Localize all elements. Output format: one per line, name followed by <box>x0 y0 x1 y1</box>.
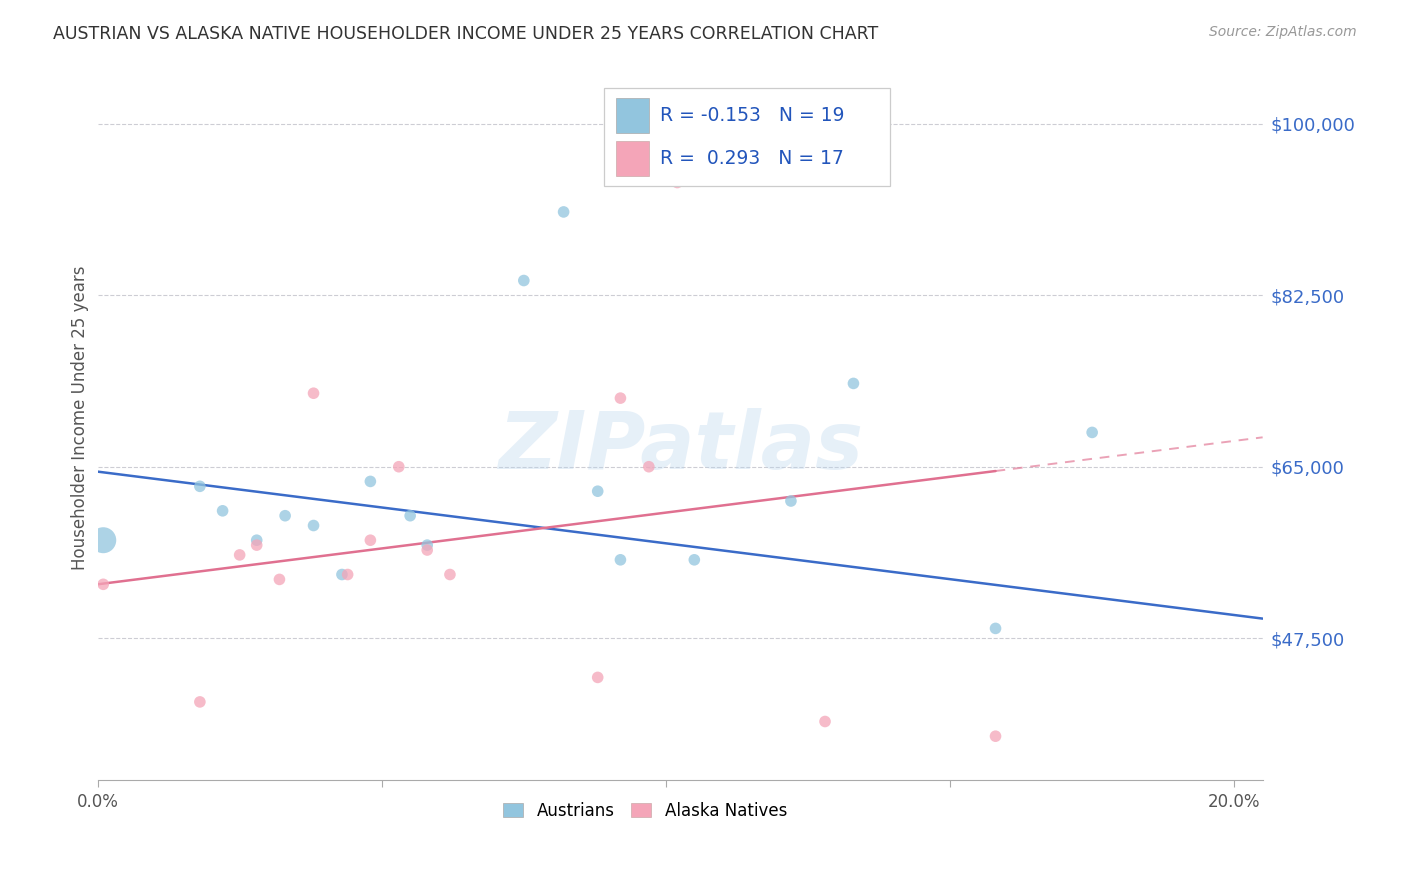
Point <box>416 543 439 558</box>
Point <box>274 508 297 523</box>
Point <box>984 729 1007 743</box>
Point <box>399 508 422 523</box>
Point <box>637 459 659 474</box>
Point <box>188 695 211 709</box>
Point <box>586 670 609 684</box>
FancyBboxPatch shape <box>616 142 648 177</box>
Point <box>246 533 269 548</box>
Point <box>188 479 211 493</box>
Point <box>683 553 706 567</box>
Legend: Austrians, Alaska Natives: Austrians, Alaska Natives <box>496 795 793 826</box>
Point <box>1081 425 1104 440</box>
Point <box>780 494 803 508</box>
Point <box>330 567 353 582</box>
Point <box>359 475 381 489</box>
Point <box>416 538 439 552</box>
FancyBboxPatch shape <box>605 87 890 186</box>
Point <box>586 484 609 499</box>
Point <box>269 573 291 587</box>
Text: Source: ZipAtlas.com: Source: ZipAtlas.com <box>1209 25 1357 39</box>
Point <box>513 273 536 287</box>
Point <box>666 176 689 190</box>
Point <box>388 459 411 474</box>
Point <box>842 376 865 391</box>
Point <box>91 533 114 548</box>
Point <box>359 533 381 548</box>
Point <box>246 538 269 552</box>
Point <box>302 518 325 533</box>
Text: AUSTRIAN VS ALASKA NATIVE HOUSEHOLDER INCOME UNDER 25 YEARS CORRELATION CHART: AUSTRIAN VS ALASKA NATIVE HOUSEHOLDER IN… <box>53 25 879 43</box>
Point <box>302 386 325 401</box>
Point <box>439 567 461 582</box>
Text: ZIPatlas: ZIPatlas <box>498 408 863 486</box>
Text: R =  0.293   N = 17: R = 0.293 N = 17 <box>661 149 844 169</box>
Y-axis label: Householder Income Under 25 years: Householder Income Under 25 years <box>72 266 89 570</box>
Point <box>211 504 233 518</box>
Point <box>91 577 114 591</box>
Point <box>609 391 631 405</box>
Point <box>609 553 631 567</box>
Point <box>228 548 250 562</box>
Point <box>553 205 575 219</box>
Point <box>814 714 837 729</box>
Text: R = -0.153   N = 19: R = -0.153 N = 19 <box>661 106 845 125</box>
Point <box>336 567 359 582</box>
FancyBboxPatch shape <box>616 98 648 133</box>
Point <box>984 621 1007 635</box>
